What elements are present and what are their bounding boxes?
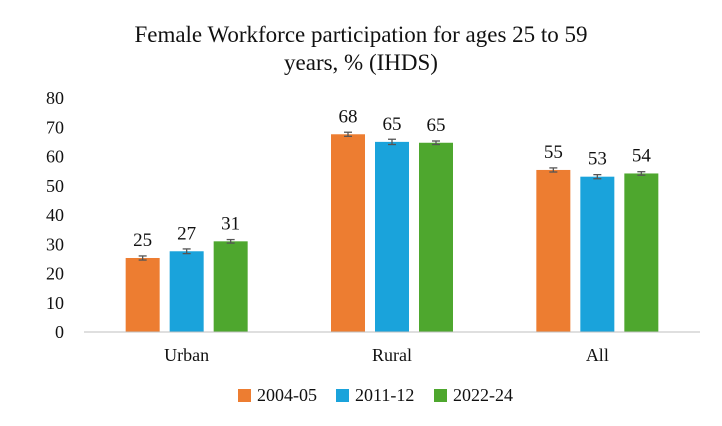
- data-label: 27: [177, 223, 196, 244]
- legend: 2004-05 2011-12 2022-24: [238, 385, 513, 405]
- bar-2022-24-Urban: [213, 241, 248, 332]
- y-tick-label: 80: [46, 88, 64, 108]
- legend-label: 2004-05: [257, 385, 317, 405]
- y-tick-label: 60: [46, 147, 64, 167]
- y-tick-label: 10: [46, 293, 64, 313]
- bar-2011-12-Rural: [375, 141, 409, 332]
- bar-2004-05-All: [536, 169, 571, 332]
- y-tick-label: 0: [55, 322, 64, 342]
- y-axis-tick-labels: 0 10 20 30 40 50 60 70 80: [46, 88, 64, 342]
- chart-title: Female Workforce participation for ages …: [134, 22, 587, 75]
- bar-2004-05-Urban: [125, 257, 160, 332]
- y-tick-label: 30: [46, 234, 64, 254]
- y-tick-label: 50: [46, 176, 64, 196]
- legend-label: 2011-12: [355, 385, 414, 405]
- bar-2011-12-Urban: [169, 251, 204, 332]
- y-tick-label: 40: [46, 205, 64, 225]
- error-bars: [138, 131, 646, 261]
- chart-title-line-2: years, % (IHDS): [284, 50, 438, 75]
- legend-swatch: [336, 389, 349, 402]
- data-label: 68: [339, 106, 358, 127]
- legend-swatch: [434, 389, 447, 402]
- category-label: Urban: [164, 345, 209, 365]
- category-label: All: [586, 345, 609, 365]
- legend-label: 2022-24: [453, 385, 513, 405]
- bars: [125, 134, 659, 332]
- bar-2022-24-Rural: [419, 142, 453, 332]
- data-label: 65: [383, 114, 402, 135]
- y-tick-label: 70: [46, 117, 64, 137]
- data-label: 31: [221, 213, 240, 234]
- category-label: Rural: [372, 345, 412, 365]
- bar-2011-12-All: [580, 176, 615, 332]
- data-label: 65: [427, 115, 446, 136]
- bar-2004-05-Rural: [331, 134, 365, 332]
- x-axis-category-labels: Urban Rural All: [164, 345, 609, 365]
- bar-2022-24-All: [624, 173, 659, 332]
- y-tick-label: 20: [46, 264, 64, 284]
- data-label: 54: [632, 145, 652, 166]
- data-label: 53: [588, 149, 607, 170]
- chart-title-line-1: Female Workforce participation for ages …: [134, 22, 587, 47]
- data-label: 55: [544, 142, 563, 163]
- data-labels: 25 27 31 68 65 65 55 53 54: [133, 106, 651, 251]
- legend-swatch: [238, 389, 251, 402]
- data-label: 25: [133, 230, 152, 251]
